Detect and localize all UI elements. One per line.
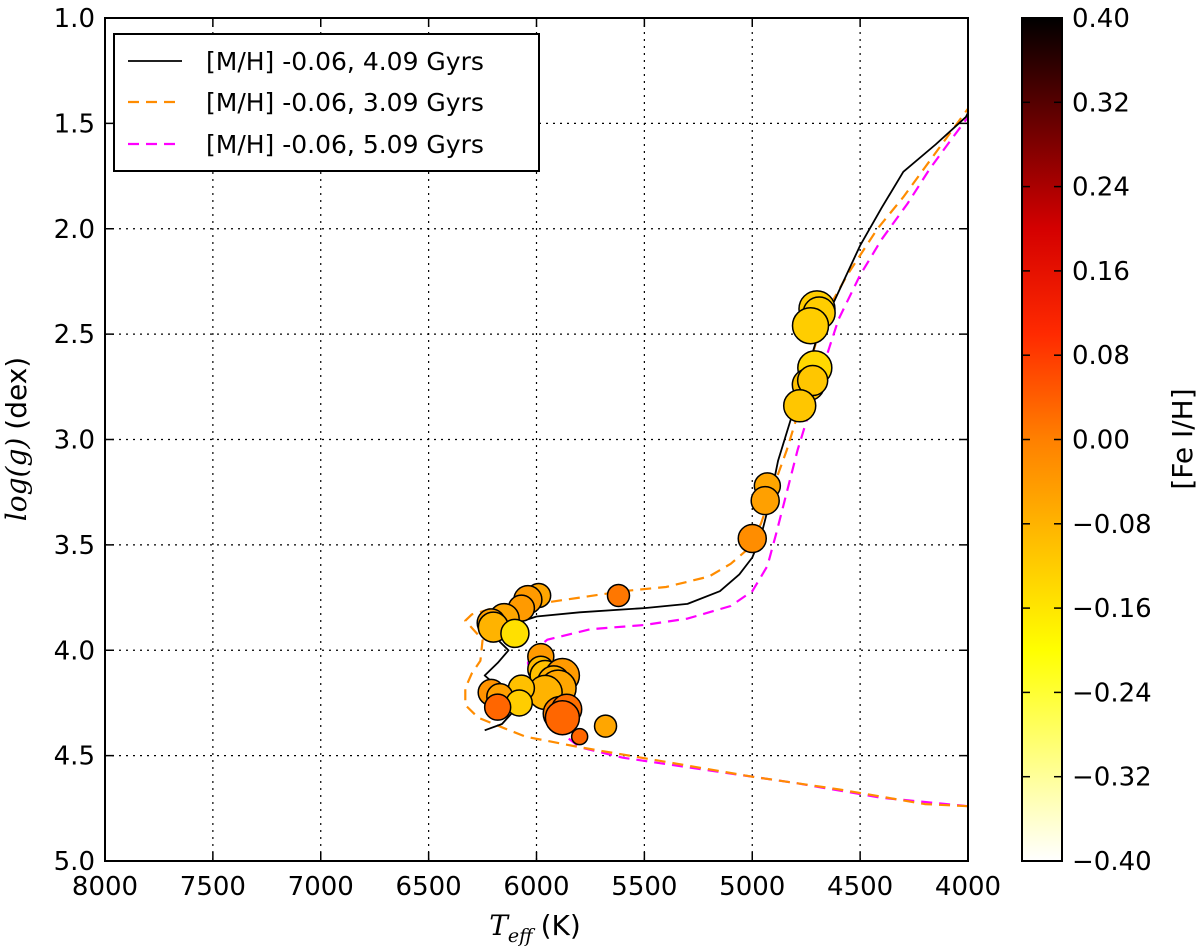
star-point — [791, 306, 830, 345]
star-point — [782, 389, 817, 423]
x-axis-label: Teff (K) — [489, 909, 581, 947]
colorbar-tick-label: 0.40 — [1072, 4, 1130, 34]
y-axis-label: log(g)(dex) — [0, 357, 33, 521]
star-point — [544, 699, 581, 736]
y-tick-label: 4.0 — [54, 636, 95, 666]
legend: [M/H] -0.06, 4.09 Gyrs [M/H] -0.06, 3.09… — [113, 33, 540, 172]
x-tick-label: 6500 — [396, 872, 462, 902]
legend-label-3-09-gyrs: [M/H] -0.06, 3.09 Gyrs — [206, 88, 484, 117]
colorbar-tick-label: 0.32 — [1072, 88, 1130, 118]
x-tick-label: 6000 — [503, 872, 569, 902]
star-scatter-points — [476, 290, 836, 746]
colorbar-tick-label: −0.32 — [1072, 763, 1152, 793]
colorbar-label: [Fe I/H] — [1166, 388, 1199, 489]
y-tick-label: 3.5 — [54, 531, 95, 561]
y-tick-label: 5.0 — [54, 847, 95, 877]
colorbar-ticks: 0.40 0.32 0.24 0.16 0.08 0.00 −0.08 −0.16 −0.24 −… — [1022, 4, 1152, 877]
colorbar-tick-label: 0.00 — [1072, 426, 1130, 456]
y-tick-label: 2.5 — [54, 320, 95, 350]
x-tick-label: 7500 — [180, 872, 246, 902]
legend-box — [113, 33, 540, 172]
colorbar-tick-label: −0.16 — [1072, 594, 1152, 624]
y-tick-label: 4.5 — [54, 742, 95, 772]
colorbar-tick-label: −0.40 — [1072, 847, 1152, 877]
star-point — [483, 693, 512, 721]
x-tick-label: 8000 — [72, 872, 138, 902]
y-tick-label: 2.0 — [54, 215, 95, 245]
isochrone-line — [483, 112, 968, 732]
x-tick-label: 4500 — [827, 872, 893, 902]
star-point — [750, 485, 780, 516]
colorbar: 0.40 0.32 0.24 0.16 0.08 0.00 −0.08 −0.16 −0.24 −… — [1021, 4, 1199, 877]
y-tick-label: 1.5 — [54, 109, 95, 139]
legend-label-5-09-gyrs: [M/H] -0.06, 5.09 Gyrs — [206, 130, 484, 159]
star-point — [606, 583, 631, 608]
y-tick-label: 3.0 — [54, 426, 95, 456]
x-tick-label: 5000 — [719, 872, 785, 902]
colorbar-tick-label: −0.08 — [1072, 510, 1152, 540]
x-tick-label: 5500 — [611, 872, 677, 902]
star-point — [570, 727, 589, 746]
colorbar-tick-label: 0.16 — [1072, 257, 1130, 287]
y-tick-label: 1.0 — [54, 4, 95, 34]
star-point — [593, 714, 618, 738]
star-point — [500, 618, 530, 649]
x-tick-label: 7000 — [288, 872, 354, 902]
colorbar-tick-label: −0.24 — [1072, 678, 1152, 708]
colorbar-tick-label: 0.08 — [1072, 341, 1130, 371]
star-point — [737, 523, 767, 554]
axis-ticks: 8000 7500 7000 6500 6000 5500 5000 4500 4000 1.0 1… — [54, 4, 1001, 902]
x-tick-label: 4000 — [935, 872, 1001, 902]
colorbar-tick-label: 0.24 — [1072, 173, 1130, 203]
legend-label-4-09-gyrs: [M/H] -0.06, 4.09 Gyrs — [206, 47, 484, 76]
